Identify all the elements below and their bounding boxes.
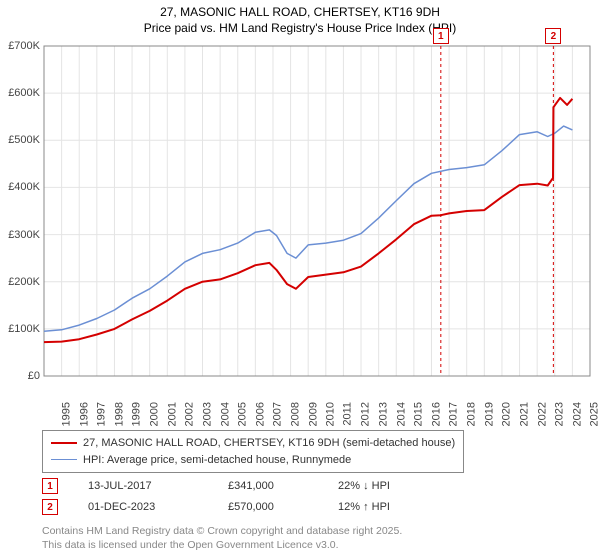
- chart-title: 27, MASONIC HALL ROAD, CHERTSEY, KT16 9D…: [0, 0, 600, 36]
- x-tick-label: 2008: [289, 402, 301, 426]
- marker-row: 2 01-DEC-2023 £570,000 12% ↑ HPI: [42, 497, 390, 518]
- y-tick-label: £500K: [0, 134, 40, 146]
- marker-id-box: 2: [42, 499, 58, 515]
- x-tick-label: 2005: [237, 402, 249, 426]
- y-tick-label: £100K: [0, 323, 40, 335]
- x-tick-label: 2007: [272, 402, 284, 426]
- x-tick-label: 2024: [571, 402, 583, 426]
- marker-row: 1 13-JUL-2017 £341,000 22% ↓ HPI: [42, 476, 390, 497]
- legend-item-hpi: HPI: Average price, semi-detached house,…: [51, 452, 455, 469]
- marker-price: £570,000: [228, 497, 308, 518]
- x-tick-label: 1995: [60, 402, 72, 426]
- title-line1: 27, MASONIC HALL ROAD, CHERTSEY, KT16 9D…: [0, 4, 600, 20]
- x-tick-label: 1996: [78, 402, 90, 426]
- legend-swatch: [51, 459, 77, 460]
- x-tick-label: 2025: [589, 402, 600, 426]
- x-tick-label: 2015: [413, 402, 425, 426]
- marker-table: 1 13-JUL-2017 £341,000 22% ↓ HPI 2 01-DE…: [42, 476, 390, 518]
- attribution-line2: This data is licensed under the Open Gov…: [42, 538, 402, 552]
- attribution-line1: Contains HM Land Registry data © Crown c…: [42, 524, 402, 538]
- attribution: Contains HM Land Registry data © Crown c…: [42, 524, 402, 552]
- marker-diff: 12% ↑ HPI: [338, 497, 390, 518]
- x-tick-label: 1998: [113, 402, 125, 426]
- x-tick-label: 2016: [430, 402, 442, 426]
- x-tick-label: 2017: [448, 402, 460, 426]
- legend-label: HPI: Average price, semi-detached house,…: [83, 452, 351, 469]
- x-tick-label: 1999: [131, 402, 143, 426]
- x-tick-label: 2012: [360, 402, 372, 426]
- marker-id-box: 1: [42, 478, 58, 494]
- x-tick-label: 2002: [184, 402, 196, 426]
- x-tick-label: 2006: [254, 402, 266, 426]
- x-tick-label: 2000: [149, 402, 161, 426]
- y-tick-label: £700K: [0, 40, 40, 52]
- marker-date: 13-JUL-2017: [88, 476, 198, 497]
- legend-item-price-paid: 27, MASONIC HALL ROAD, CHERTSEY, KT16 9D…: [51, 435, 455, 452]
- chart-marker-box: 1: [433, 28, 449, 44]
- x-tick-label: 1997: [96, 402, 108, 426]
- legend-label: 27, MASONIC HALL ROAD, CHERTSEY, KT16 9D…: [83, 435, 455, 452]
- y-tick-label: £600K: [0, 87, 40, 99]
- title-line2: Price paid vs. HM Land Registry's House …: [0, 20, 600, 36]
- legend: 27, MASONIC HALL ROAD, CHERTSEY, KT16 9D…: [42, 430, 464, 473]
- x-tick-label: 2013: [378, 402, 390, 426]
- marker-price: £341,000: [228, 476, 308, 497]
- x-tick-label: 2022: [536, 402, 548, 426]
- x-tick-label: 2010: [325, 402, 337, 426]
- chart-area: £0 £100K £200K £300K £400K £500K £600K £700K 19…: [0, 40, 600, 424]
- marker-date: 01-DEC-2023: [88, 497, 198, 518]
- marker-diff: 22% ↓ HPI: [338, 476, 390, 497]
- x-tick-label: 2018: [466, 402, 478, 426]
- chart-svg: [0, 40, 600, 424]
- chart-marker-box: 2: [545, 28, 561, 44]
- x-tick-label: 2003: [201, 402, 213, 426]
- x-tick-label: 2019: [483, 402, 495, 426]
- x-tick-label: 2004: [219, 402, 231, 426]
- x-tick-label: 2023: [554, 402, 566, 426]
- x-tick-label: 2021: [518, 402, 530, 426]
- x-tick-label: 2009: [307, 402, 319, 426]
- x-tick-label: 2011: [341, 402, 353, 426]
- y-tick-label: £300K: [0, 229, 40, 241]
- legend-swatch: [51, 442, 77, 444]
- y-tick-label: £0: [0, 370, 40, 382]
- y-tick-label: £400K: [0, 181, 40, 193]
- x-tick-label: 2020: [501, 402, 513, 426]
- y-tick-label: £200K: [0, 276, 40, 288]
- x-tick-label: 2001: [166, 402, 178, 426]
- x-tick-label: 2014: [395, 402, 407, 426]
